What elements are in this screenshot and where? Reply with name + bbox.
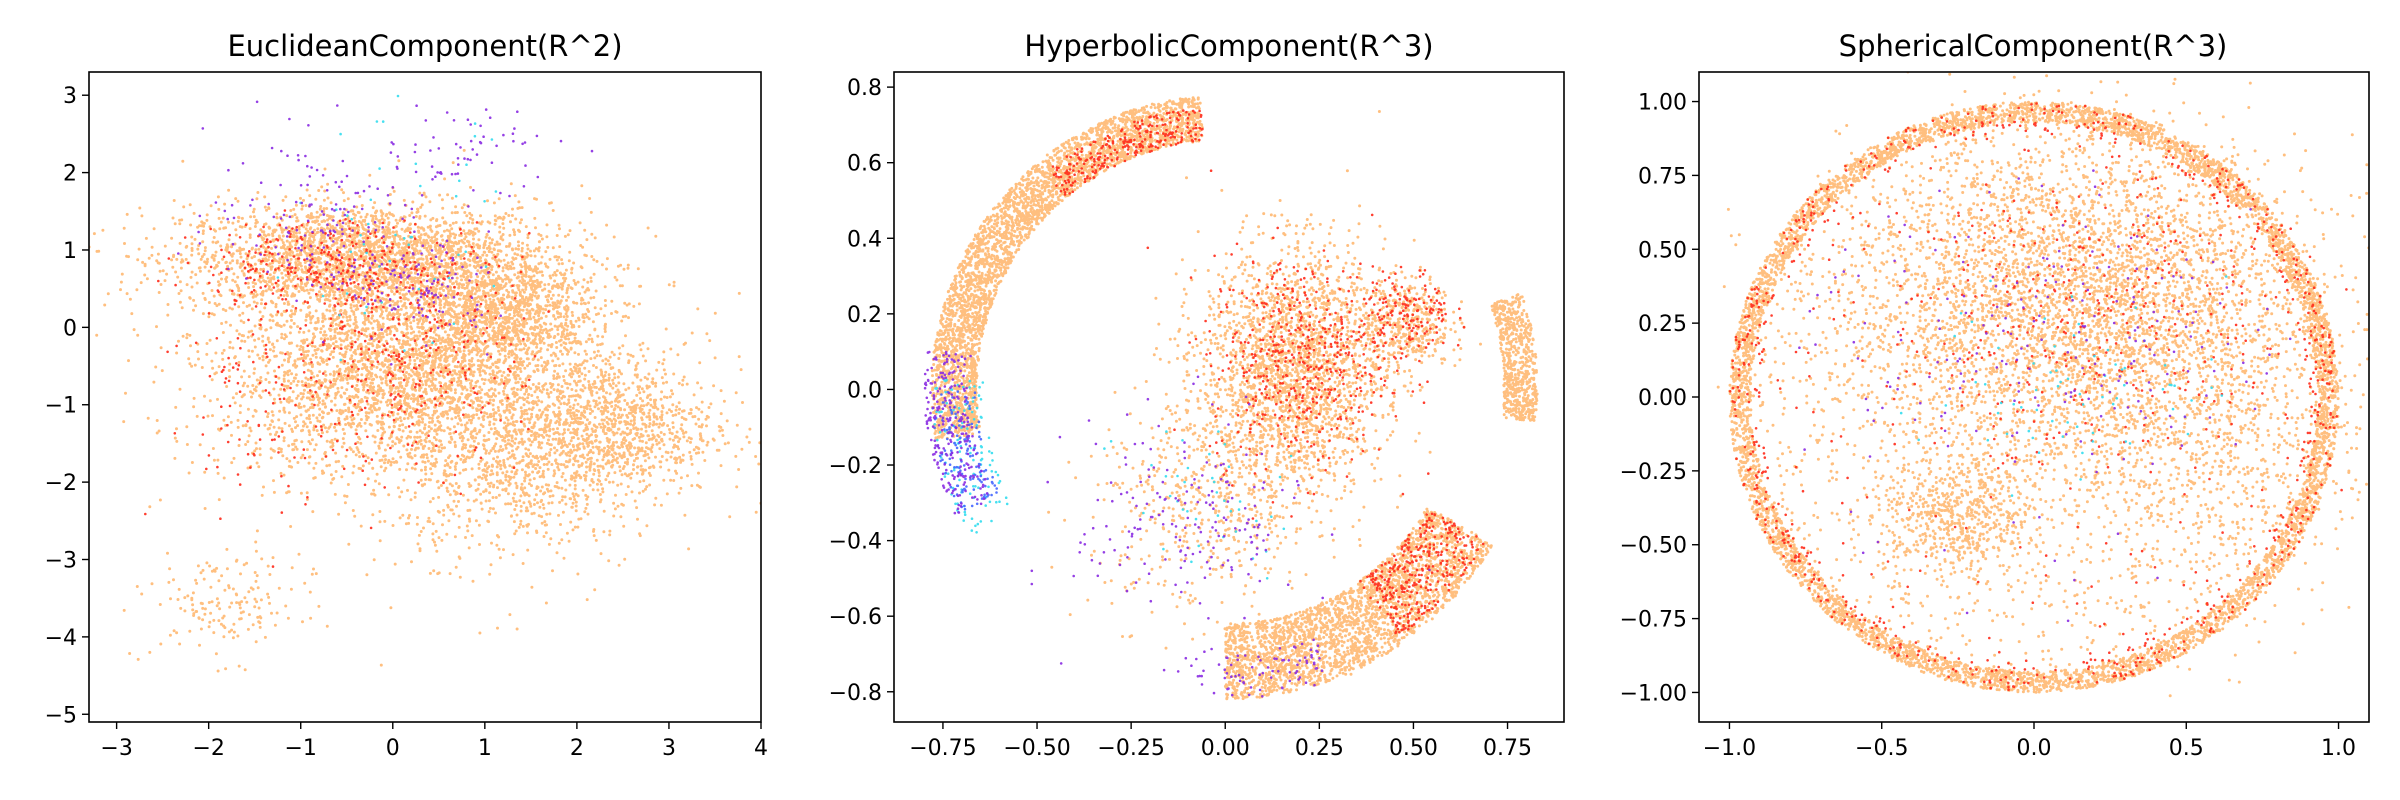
y-tick-label: 0.0 [847,378,882,403]
x-tick-label: −2 [192,736,224,761]
scatter-series-cyan [276,94,498,362]
y-tick-label: −0.8 [829,681,882,706]
y-tick-label: −0.4 [829,530,882,555]
panel-title: EuclideanComponent(R^2) [227,29,622,63]
panel-hyperbolic: HyperbolicComponent(R^3) −0.75 −0.50 −0.25… [829,29,1565,761]
x-tick-label: 0 [386,736,400,761]
axes-frame [893,71,1565,723]
x-tick-label: −0.5 [1855,736,1908,761]
scatter-points-euclidean [89,94,761,673]
axis-ticks-spherical: −1.0 −0.5 0.0 0.5 1.0 1.00 0.75 0.50 0.25 0.00 −0.… [1620,91,2356,761]
y-tick-label: 0.00 [1638,386,1687,411]
x-tick-label: 3 [662,736,676,761]
y-tick-label: 0.4 [847,227,882,252]
axis-ticks-hyperbolic: −0.75 −0.50 −0.25 0.00 0.25 0.50 0.75 0.8 0.6 0.4… [829,76,1532,761]
x-tick-label: 0.5 [2169,736,2204,761]
x-tick-label: 0.50 [1389,736,1438,761]
y-tick-label: −2 [45,471,77,496]
y-tick-label: 0.75 [1638,164,1687,189]
x-tick-label: 1 [478,736,492,761]
y-tick-label: 1.00 [1638,91,1687,116]
x-tick-label: 0.00 [1201,736,1250,761]
x-tick-label: 0.25 [1295,736,1344,761]
scatter-series-purple [923,350,1431,698]
scatter-points-spherical [1716,72,2369,722]
scatter-series-purple [1798,169,2292,623]
y-tick-label: 1 [63,239,77,264]
axes-frame [88,71,762,723]
x-tick-label: −0.25 [1097,736,1164,761]
x-tick-label: −1 [285,736,317,761]
scatter-series-red [1051,109,1485,635]
y-tick-label: 3 [63,84,77,109]
axis-ticks-euclidean: −3 −2 −1 0 1 2 3 4 3 2 1 0 −1 −2 −3 −4 −5 [45,84,768,761]
panel-title: SphericalComponent(R^3) [1839,29,2228,63]
x-tick-label: 0.0 [2017,736,2052,761]
y-tick-label: −3 [45,549,77,574]
panel-title: HyperbolicComponent(R^3) [1024,29,1433,63]
y-tick-label: −0.75 [1620,608,1687,633]
y-tick-label: −1.00 [1620,681,1687,706]
scatter-series-purple [177,100,594,366]
plot-area-spherical [1716,72,2369,722]
y-tick-label: 0.8 [847,76,882,101]
y-tick-label: 0.2 [847,303,882,328]
y-tick-label: 2 [63,162,77,187]
y-tick-label: 0.6 [847,152,882,177]
y-tick-label: −0.6 [829,605,882,630]
panel-euclidean: EuclideanComponent(R^2) −3 −2 −1 0 1 2 3 43210−… [45,29,768,761]
panel-spherical: SphericalComponent(R^3) −1.0 −0.5 0.0 0.5 1.… [1620,29,2370,761]
x-tick-label: 2 [570,736,584,761]
y-tick-label: −4 [45,626,77,651]
x-tick-label: 0.75 [1483,736,1532,761]
y-tick-label: −0.2 [829,454,882,479]
x-tick-label: −1.0 [1703,736,1756,761]
y-tick-label: −0.25 [1620,460,1687,485]
y-tick-label: 0.25 [1638,312,1687,337]
plot-area-hyperbolic [923,96,1539,701]
y-tick-label: −1 [45,394,77,419]
scatter-series-red [144,209,550,568]
x-tick-label: 4 [754,736,768,761]
scatter-points-hyperbolic [923,96,1539,701]
scatter-series-orange [1716,72,2369,722]
y-tick-label: −5 [45,703,77,728]
x-tick-label: 1.0 [2321,736,2356,761]
y-tick-label: 0.50 [1638,238,1687,263]
y-tick-label: −0.50 [1620,534,1687,559]
x-tick-label: −0.50 [1003,736,1070,761]
y-tick-label: 0 [63,316,77,341]
x-tick-label: −0.75 [909,736,976,761]
plot-area-euclidean [89,94,761,673]
scatter-series-red [1728,102,2348,691]
scatter-series-orange [89,148,761,673]
x-tick-label: −3 [100,736,132,761]
